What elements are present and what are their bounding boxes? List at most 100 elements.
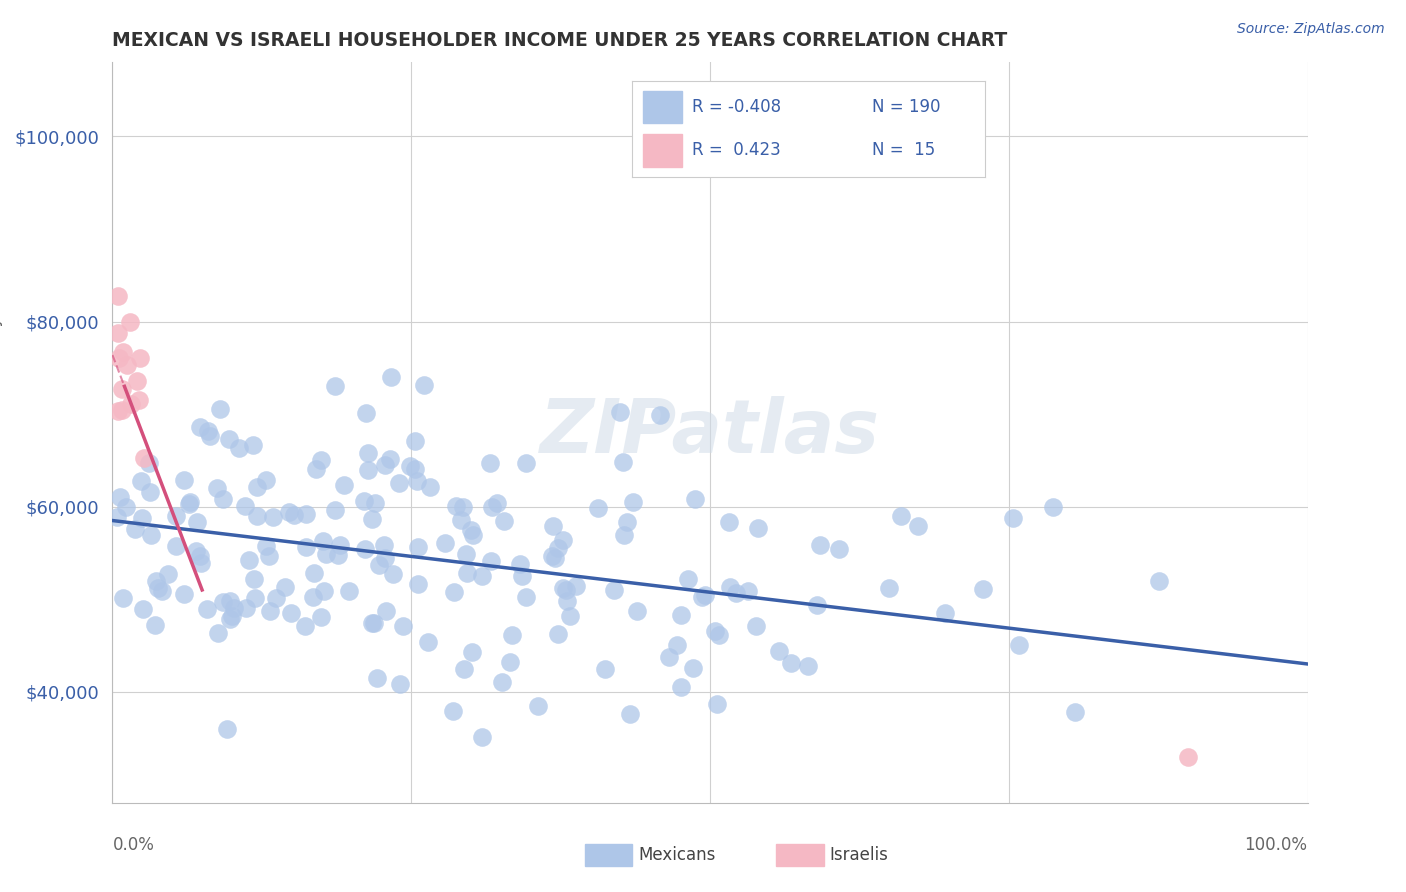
Point bbox=[311, 609, 333, 624]
Point bbox=[690, 590, 713, 604]
Point bbox=[827, 542, 849, 557]
Text: Source: ZipAtlas.com: Source: ZipAtlas.com bbox=[1237, 22, 1385, 37]
Point bbox=[325, 503, 347, 517]
Point bbox=[108, 351, 131, 365]
Point bbox=[666, 638, 689, 652]
Point bbox=[501, 628, 523, 642]
Point bbox=[541, 549, 564, 563]
Point bbox=[337, 584, 360, 599]
Point bbox=[207, 626, 229, 640]
Point bbox=[380, 370, 402, 384]
Point bbox=[586, 500, 609, 515]
Point bbox=[443, 585, 465, 599]
Point bbox=[547, 626, 569, 640]
Point bbox=[107, 326, 129, 341]
Text: 0.0%: 0.0% bbox=[112, 836, 155, 855]
Point bbox=[139, 484, 162, 499]
Point bbox=[707, 628, 730, 642]
Point bbox=[527, 699, 550, 714]
Point bbox=[509, 557, 531, 571]
Point bbox=[1007, 638, 1029, 652]
Point bbox=[224, 600, 246, 615]
Point bbox=[197, 424, 219, 438]
Point bbox=[111, 382, 134, 396]
Point bbox=[165, 509, 187, 524]
Point bbox=[219, 612, 242, 626]
Point bbox=[228, 441, 250, 455]
Point bbox=[295, 507, 318, 521]
Point bbox=[145, 574, 167, 589]
Point bbox=[626, 603, 648, 617]
Point bbox=[138, 456, 160, 470]
Point bbox=[111, 591, 134, 606]
Point bbox=[132, 602, 155, 616]
Point bbox=[124, 523, 146, 537]
Point bbox=[217, 722, 239, 736]
Point bbox=[648, 409, 671, 423]
FancyBboxPatch shape bbox=[585, 844, 633, 866]
Point bbox=[498, 656, 520, 670]
Point bbox=[491, 674, 513, 689]
Point bbox=[110, 490, 132, 504]
Point bbox=[558, 609, 581, 624]
Point bbox=[186, 543, 208, 558]
Point bbox=[375, 604, 398, 618]
Point bbox=[361, 616, 384, 631]
Point bbox=[205, 481, 228, 495]
Point bbox=[779, 657, 801, 671]
Point bbox=[453, 662, 475, 676]
Point bbox=[619, 707, 641, 722]
Point bbox=[718, 515, 741, 529]
Point bbox=[233, 500, 256, 514]
Point bbox=[105, 509, 128, 524]
Point bbox=[1149, 574, 1171, 589]
Point bbox=[412, 377, 434, 392]
Point bbox=[418, 634, 440, 648]
Point bbox=[806, 598, 828, 612]
Text: 100.0%: 100.0% bbox=[1244, 836, 1308, 855]
Point bbox=[972, 582, 994, 596]
Point bbox=[356, 463, 378, 477]
Text: MEXICAN VS ISRAELI HOUSEHOLDER INCOME UNDER 25 YEARS CORRELATION CHART: MEXICAN VS ISRAELI HOUSEHOLDER INCOME UN… bbox=[112, 30, 1008, 50]
Point bbox=[392, 618, 415, 632]
Point bbox=[461, 644, 484, 658]
Point bbox=[704, 624, 727, 638]
Point bbox=[302, 590, 325, 604]
Y-axis label: Householder Income Under 25 years: Householder Income Under 25 years bbox=[0, 280, 3, 585]
Point bbox=[747, 521, 769, 535]
Point bbox=[259, 549, 281, 564]
Point bbox=[254, 473, 277, 487]
Point bbox=[399, 458, 422, 473]
Point bbox=[471, 569, 494, 583]
Point bbox=[621, 495, 644, 509]
Point bbox=[195, 602, 218, 616]
Point bbox=[165, 540, 187, 554]
Point bbox=[357, 446, 380, 460]
Point bbox=[314, 583, 336, 598]
Point bbox=[745, 619, 768, 633]
Point bbox=[479, 456, 502, 470]
Point bbox=[388, 476, 411, 491]
Point bbox=[460, 523, 482, 537]
Point bbox=[1042, 500, 1064, 514]
Point bbox=[329, 537, 352, 551]
Point bbox=[446, 499, 468, 513]
Point bbox=[311, 453, 333, 467]
Point bbox=[613, 527, 636, 541]
Point bbox=[718, 580, 741, 594]
Point bbox=[461, 528, 484, 542]
Point bbox=[609, 404, 631, 418]
Point bbox=[353, 541, 375, 556]
Point bbox=[934, 606, 956, 620]
Point bbox=[146, 581, 169, 595]
Point bbox=[1002, 511, 1025, 525]
Point bbox=[120, 397, 142, 411]
Point bbox=[374, 551, 396, 566]
Point bbox=[118, 315, 141, 329]
Point bbox=[246, 480, 269, 494]
Point bbox=[682, 661, 704, 675]
Point bbox=[173, 474, 195, 488]
Point bbox=[190, 556, 212, 570]
Point bbox=[235, 601, 257, 615]
Point bbox=[551, 533, 574, 547]
